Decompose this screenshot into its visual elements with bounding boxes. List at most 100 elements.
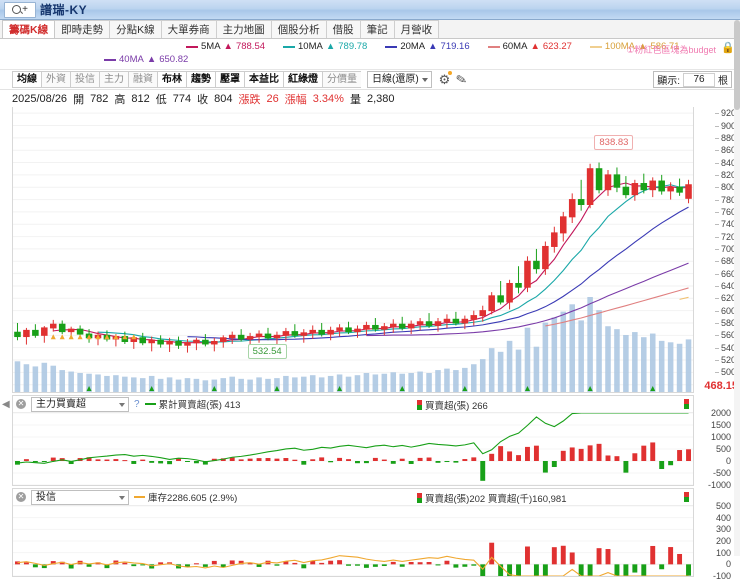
tab-monthly-revenue[interactable]: 月營收: [394, 20, 440, 38]
period-select[interactable]: 日線(還原): [367, 71, 432, 88]
price-tick: 680: [714, 256, 736, 266]
panel-tick: 0: [725, 456, 731, 466]
legend-20ma-arrow: ▲: [428, 41, 438, 52]
panel1-legend-line: 累計買賣超(張) 413: [144, 397, 240, 411]
scrollbar-track[interactable]: [734, 20, 740, 556]
candlestick-chart[interactable]: 838.83 532.54 920 900 880 860 840 820 800 780 76…: [12, 107, 738, 393]
close-icon[interactable]: ✕: [16, 492, 26, 502]
quote-pct: 3.34%: [312, 92, 344, 105]
scrollbar-thumb[interactable]: [734, 20, 740, 110]
toolbar-btn-foreign[interactable]: 外資: [41, 71, 70, 88]
tab-notes[interactable]: 筆記: [360, 20, 395, 38]
panel1-body: 2000 1500 1000 500 0 -500 -1000: [13, 408, 731, 490]
bars-shown-input[interactable]: 76: [683, 72, 715, 87]
bars-shown-label: 顯示:: [657, 76, 680, 87]
legend-5ma-value: 788.54: [235, 41, 266, 52]
price-tick: 860: [714, 145, 736, 155]
high-price-tag: 838.83: [594, 135, 634, 151]
toolbar-btn-mainforce[interactable]: 主力: [99, 71, 128, 88]
toolbar-btn-mask[interactable]: 壓罩: [215, 71, 244, 88]
legend-5ma[interactable]: 5MA ▲ 788.54: [186, 41, 265, 52]
price-tick: 840: [714, 158, 736, 168]
price-tick: 760: [714, 207, 736, 217]
panel1-indicator-select[interactable]: 主力買賣超: [31, 396, 129, 412]
legend-100ma-name: 100MA: [604, 41, 636, 52]
legend-line-swatch: [144, 403, 156, 405]
collapse-left-icon[interactable]: ◀: [2, 399, 10, 410]
tab-main-force-map[interactable]: 主力地圖: [216, 20, 272, 38]
tab-chips-kline[interactable]: 籌碼K線: [2, 20, 56, 38]
toolbar-btn-ma[interactable]: 均線: [12, 71, 41, 88]
quote-date: 2025/08/26: [12, 92, 68, 105]
quote-pct-label: 漲幅: [284, 93, 307, 106]
tab-stock-analysis[interactable]: 個股分析: [271, 20, 327, 38]
legend-100ma-arrow: ▲: [638, 41, 648, 52]
price-tick: 660: [714, 269, 736, 279]
search-box[interactable]: +: [4, 1, 36, 18]
quote-volume-label: 量: [349, 93, 361, 106]
tab-realtime[interactable]: 即時走勢: [55, 20, 111, 38]
toolbar-btn-traffic-light[interactable]: 紅綠燈: [283, 71, 322, 88]
toolbar-btn-bollinger[interactable]: 布林: [157, 71, 186, 88]
quote-close: 804: [214, 92, 233, 105]
traffic-light-icon[interactable]: [684, 399, 689, 409]
toolbar-btn-margin[interactable]: 融資: [128, 71, 157, 88]
ma-legend: 5MA ▲ 788.54 10MA ▲ 789.78 20MA ▲ 719.16…: [0, 39, 740, 70]
last-price-label: 468.15: [702, 380, 738, 392]
traffic-light-icon[interactable]: [684, 492, 689, 502]
quote-row: 2025/08/26 開 782 高 812 低 774 收 804 漲跌 26…: [0, 90, 740, 107]
panel1-plot: [13, 413, 693, 485]
panel-tick: 200: [715, 536, 731, 546]
toolbar-btn-trend[interactable]: 趨勢: [186, 71, 215, 88]
gear-icon[interactable]: ⚙: [438, 70, 453, 87]
legend-10ma-name: 10MA: [298, 41, 323, 52]
panel-tick: 1500: [710, 420, 731, 430]
tab-big-orders[interactable]: 大單券商: [161, 20, 217, 38]
legend-60ma-name: 60MA: [502, 41, 528, 52]
question-icon[interactable]: ?: [134, 398, 140, 410]
legend-line-swatch: [283, 45, 296, 48]
panel-trust[interactable]: ✕ 投信 庫存2286.605 (2.9%) 買賣超(張)202 買賣超(千)1…: [12, 488, 731, 581]
bars-shown-unit: 根: [718, 76, 728, 87]
toolbar-btn-trust[interactable]: 投信: [70, 71, 99, 88]
legend-40ma[interactable]: 40MA ▲ 650.82: [104, 54, 188, 65]
panel2-indicator-select[interactable]: 投信: [31, 489, 129, 505]
tab-borrow-stock[interactable]: 借股: [326, 20, 361, 38]
legend-line-swatch: [589, 45, 602, 48]
panel-tick: 100: [715, 547, 731, 558]
legend-line-swatch: [186, 45, 198, 48]
title-bar: + 譜瑞-KY: [0, 0, 740, 20]
toolbar-btn-price-volume[interactable]: 分價量: [322, 71, 361, 88]
pencil-icon[interactable]: ✎: [454, 70, 469, 88]
panel2-legend-bar-text: 買賣超(張)202 買賣超(千)160,981: [425, 494, 567, 505]
price-tick: 720: [714, 232, 736, 242]
panel2-legend-line: 庫存2286.605 (2.9%): [134, 490, 237, 504]
legend-10ma[interactable]: 10MA ▲ 789.78: [283, 41, 367, 52]
legend-line-swatch: [487, 45, 500, 48]
indicator-toolbar: 均線 外資 投信 主力 融資 布林 趨勢 壓罩 本益比 紅綠燈 分價量 日線(還…: [0, 70, 740, 90]
panel2-plot: [13, 506, 693, 576]
legend-20ma[interactable]: 20MA ▲ 719.16: [385, 41, 470, 52]
close-icon[interactable]: ✕: [16, 399, 26, 409]
tab-branch-kline[interactable]: 分點K線: [110, 20, 162, 38]
panel-tick: 500: [715, 444, 731, 454]
bars-shown-control[interactable]: 顯示: 76 根: [653, 71, 732, 88]
legend-60ma[interactable]: 60MA ▲ 623.27: [487, 41, 572, 52]
legend-line-swatch: [134, 496, 145, 498]
price-tick: 920: [714, 108, 736, 118]
legend-100ma[interactable]: 100MA ▲ 586.71: [589, 41, 679, 52]
legend-10ma-value: 789.78: [338, 41, 368, 52]
panel1-legend-bar: 買賣超(張) 266: [417, 398, 488, 412]
tab-bar: 籌碼K線 即時走勢 分點K線 大單券商 主力地圖 個股分析 借股 筆記 月營收: [0, 20, 740, 39]
price-tick: 640: [714, 281, 736, 291]
quote-high: 812: [131, 92, 150, 105]
toolbar-btn-pe-ratio[interactable]: 本益比: [244, 71, 283, 88]
price-tick: 700: [714, 244, 736, 254]
panel-main-force[interactable]: ✕ 主力買賣超 ? 累計買賣超(張) 413 買賣超(張) 266 2000 15…: [12, 395, 731, 490]
budget-notice: ①粉紅色區塊為budget: [626, 45, 716, 55]
legend-5ma-name: 5MA: [201, 41, 221, 52]
lock-icon[interactable]: 🔒: [721, 42, 735, 54]
quote-volume: 2,380: [366, 92, 395, 105]
price-tick: 800: [714, 182, 736, 192]
price-tick: 820: [714, 170, 736, 180]
